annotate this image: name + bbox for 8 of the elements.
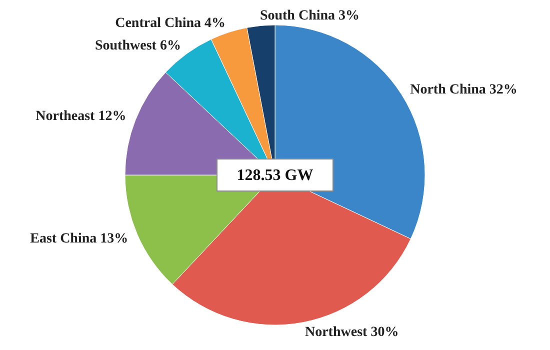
slice-label: Northwest 30% bbox=[304, 325, 399, 340]
slice-label: South China 3% bbox=[260, 8, 360, 24]
text: 128.53 GW bbox=[236, 167, 314, 184]
slice-label: East China 13% bbox=[30, 232, 128, 247]
slice-label: Northeast 12% bbox=[36, 109, 126, 124]
slice-label: Southwest 6% bbox=[94, 38, 181, 54]
slice-label: Central China 4% bbox=[115, 16, 226, 31]
slice-label: North China 32% bbox=[410, 82, 518, 98]
